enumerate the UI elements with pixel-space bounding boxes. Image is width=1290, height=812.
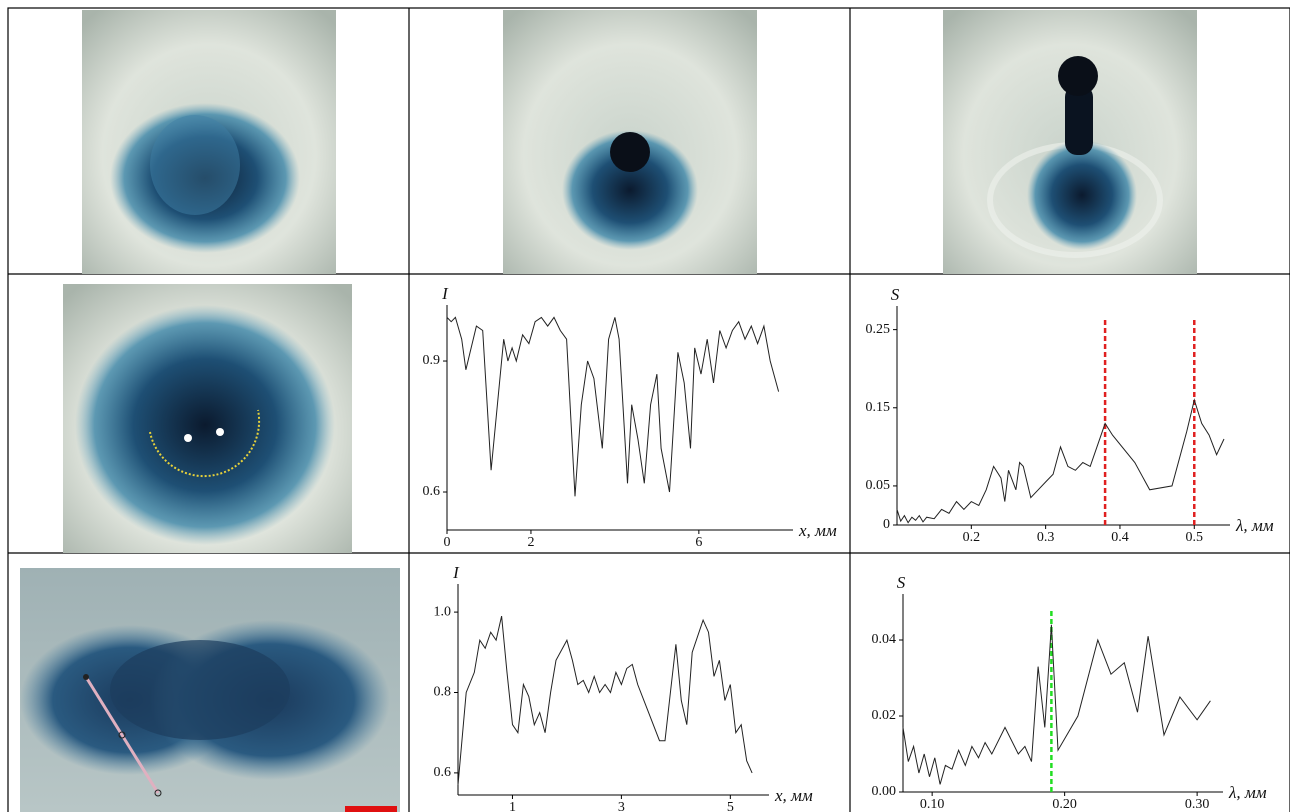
photo [943,10,1197,274]
photo [82,10,336,274]
x-tick-label: 0.30 [1185,797,1210,812]
y-tick-label: 0.15 [866,400,891,415]
y-tick-label: 1.0 [434,604,452,619]
x-tick-label: 6 [695,535,702,550]
x-axis-label: λ, мм [1228,783,1267,802]
y-tick-label: 0.00 [872,784,897,799]
photo [20,568,400,812]
data-line [902,624,1211,785]
y-tick-label: 0 [883,517,890,532]
x-tick-label: 5 [727,800,734,812]
x-axis-label: x, мм [774,786,813,805]
y-tick-label: 0.04 [872,632,897,647]
y-tick-label: 0.9 [423,353,441,368]
x-tick-label: 2 [527,535,534,550]
x-axis-label: x, мм [798,521,837,540]
y-tick-label: 0.6 [423,484,441,499]
y-tick-label: 0.8 [434,685,452,700]
x-tick-label: 1 [509,800,516,812]
y-tick-label: 0.05 [866,478,891,493]
data-line [457,615,753,786]
y-tick-label: 0.6 [434,765,452,780]
y-axis-label: I [441,284,449,303]
y-axis-label: I [452,563,460,582]
x-tick-label: 0.20 [1052,797,1077,812]
x-tick-label: 3 [618,800,625,812]
y-axis-label: S [891,285,900,304]
y-tick-label: 0.25 [866,322,891,337]
x-tick-label: 0.5 [1186,530,1204,545]
x-tick-label: 0.2 [963,530,981,545]
x-tick-label: 0 [444,535,451,550]
y-axis-label: S [897,573,906,592]
photo [63,284,352,553]
data-line [896,398,1225,524]
y-tick-label: 0.02 [872,708,897,723]
photo [503,10,757,274]
x-tick-label: 0.10 [920,797,945,812]
x-tick-label: 0.3 [1037,530,1055,545]
x-axis-label: λ, мм [1235,516,1274,535]
x-tick-label: 0.4 [1111,530,1129,545]
data-line [446,316,780,497]
